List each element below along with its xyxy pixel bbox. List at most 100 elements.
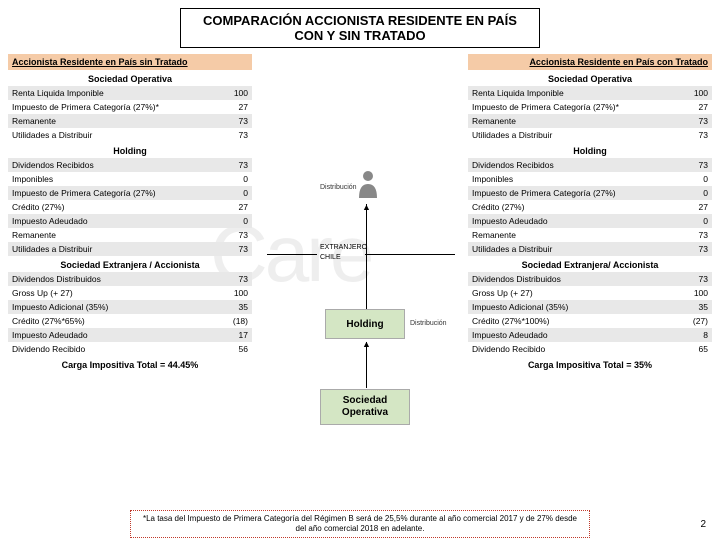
row-value: 100 [678, 288, 708, 298]
center-diagram: Distribución EXTRANJERO CHILE ▲ Holding … [265, 54, 455, 494]
row-value: 100 [218, 288, 248, 298]
left-column: Accionista Residente en País sin Tratado… [8, 54, 252, 494]
row-label: Dividendos Recibidos [472, 160, 678, 170]
table-row: Dividendos Recibidos73 [8, 158, 252, 172]
table-row: Dividendo Recibido65 [468, 342, 712, 356]
section-title: Holding [468, 144, 712, 158]
row-value: 100 [678, 88, 708, 98]
row-value: (27) [678, 316, 708, 326]
table-row: Impuesto de Primera Categoría (27%)0 [468, 186, 712, 200]
section-title: Sociedad Operativa [468, 72, 712, 86]
row-label: Impuesto de Primera Categoría (27%)* [12, 102, 218, 112]
row-value: 0 [218, 216, 248, 226]
table-row: Impuesto de Primera Categoría (27%)*27 [8, 100, 252, 114]
row-value: 73 [218, 130, 248, 140]
table-row: Crédito (27%*65%)(18) [8, 314, 252, 328]
row-label: Renta Liquida Imponible [472, 88, 678, 98]
row-label: Dividendo Recibido [472, 344, 678, 354]
row-value: 73 [218, 244, 248, 254]
row-label: Remanente [472, 116, 678, 126]
row-value: (18) [218, 316, 248, 326]
row-value: 73 [218, 230, 248, 240]
row-label: Crédito (27%) [472, 202, 678, 212]
row-label: Impuesto Adeudado [472, 330, 678, 340]
row-value: 65 [678, 344, 708, 354]
table-row: Dividendos Distribuidos73 [468, 272, 712, 286]
row-value: 27 [678, 102, 708, 112]
holding-box: Holding [325, 309, 405, 339]
row-label: Impuesto Adeudado [472, 216, 678, 226]
row-value: 27 [218, 102, 248, 112]
row-value: 73 [218, 274, 248, 284]
row-value: 17 [218, 330, 248, 340]
row-label: Crédito (27%) [12, 202, 218, 212]
row-label: Dividendos Recibidos [12, 160, 218, 170]
table-row: Impuesto de Primera Categoría (27%)*27 [468, 100, 712, 114]
table-row: Renta Liquida Imponible100 [468, 86, 712, 100]
person-icon [357, 170, 379, 198]
row-value: 35 [678, 302, 708, 312]
chile-label: CHILE [320, 254, 341, 262]
row-value: 0 [678, 188, 708, 198]
right-header: Accionista Residente en País con Tratado [468, 54, 712, 70]
row-label: Crédito (27%*100%) [472, 316, 678, 326]
table-row: Impuesto Adicional (35%)35 [8, 300, 252, 314]
row-label: Gross Up (+ 27) [12, 288, 218, 298]
row-label: Utilidades a Distribuir [472, 130, 678, 140]
footnote: *La tasa del Impuesto de Primera Categor… [130, 510, 590, 538]
section-title: Holding [8, 144, 252, 158]
row-value: 56 [218, 344, 248, 354]
row-value: 27 [678, 202, 708, 212]
row-label: Crédito (27%*65%) [12, 316, 218, 326]
row-label: Dividendos Distribuidos [12, 274, 218, 284]
table-row: Impuesto Adeudado0 [8, 214, 252, 228]
row-value: 73 [218, 160, 248, 170]
table-row: Dividendos Distribuidos73 [8, 272, 252, 286]
row-label: Remanente [12, 116, 218, 126]
extranjero-label: EXTRANJERO [320, 244, 367, 252]
row-label: Utilidades a Distribuir [12, 130, 218, 140]
row-value: 73 [678, 160, 708, 170]
row-label: Impuesto de Primera Categoría (27%) [12, 188, 218, 198]
table-row: Impuesto Adeudado8 [468, 328, 712, 342]
row-label: Imponibles [12, 174, 218, 184]
row-label: Utilidades a Distribuir [12, 244, 218, 254]
table-row: Remanente73 [8, 114, 252, 128]
row-value: 0 [678, 174, 708, 184]
left-header: Accionista Residente en País sin Tratado [8, 54, 252, 70]
row-label: Dividendo Recibido [12, 344, 218, 354]
section-title: Sociedad Operativa [8, 72, 252, 86]
row-label: Impuesto de Primera Categoría (27%)* [472, 102, 678, 112]
table-row: Impuesto de Primera Categoría (27%)0 [8, 186, 252, 200]
arrowhead-2: ▲ [362, 339, 371, 349]
row-label: Gross Up (+ 27) [472, 288, 678, 298]
row-label: Remanente [12, 230, 218, 240]
table-row: Crédito (27%*100%)(27) [468, 314, 712, 328]
row-value: 0 [218, 174, 248, 184]
row-label: Remanente [472, 230, 678, 240]
table-row: Gross Up (+ 27)100 [8, 286, 252, 300]
row-label: Dividendos Distribuidos [472, 274, 678, 284]
row-value: 73 [678, 244, 708, 254]
section-title: Sociedad Extranjera / Accionista [8, 258, 252, 272]
table-row: Utilidades a Distribuir73 [468, 128, 712, 142]
divider-left [267, 254, 317, 255]
row-value: 100 [218, 88, 248, 98]
row-value: 0 [678, 216, 708, 226]
table-row: Remanente73 [468, 114, 712, 128]
row-value: 73 [218, 116, 248, 126]
table-row: Impuesto Adeudado0 [468, 214, 712, 228]
comparison-columns: Accionista Residente en País sin Tratado… [0, 54, 720, 494]
table-row: Impuesto Adeudado17 [8, 328, 252, 342]
row-label: Impuesto Adeudado [12, 216, 218, 226]
row-value: 35 [218, 302, 248, 312]
table-row: Utilidades a Distribuir73 [468, 242, 712, 256]
table-row: Impuesto Adicional (35%)35 [468, 300, 712, 314]
row-value: 8 [678, 330, 708, 340]
dist-label-2: Distribución [410, 320, 447, 327]
row-value: 0 [218, 188, 248, 198]
arrow-1 [366, 204, 367, 309]
row-label: Impuesto de Primera Categoría (27%) [472, 188, 678, 198]
row-value: 73 [678, 274, 708, 284]
row-label: Renta Liquida Imponible [12, 88, 218, 98]
